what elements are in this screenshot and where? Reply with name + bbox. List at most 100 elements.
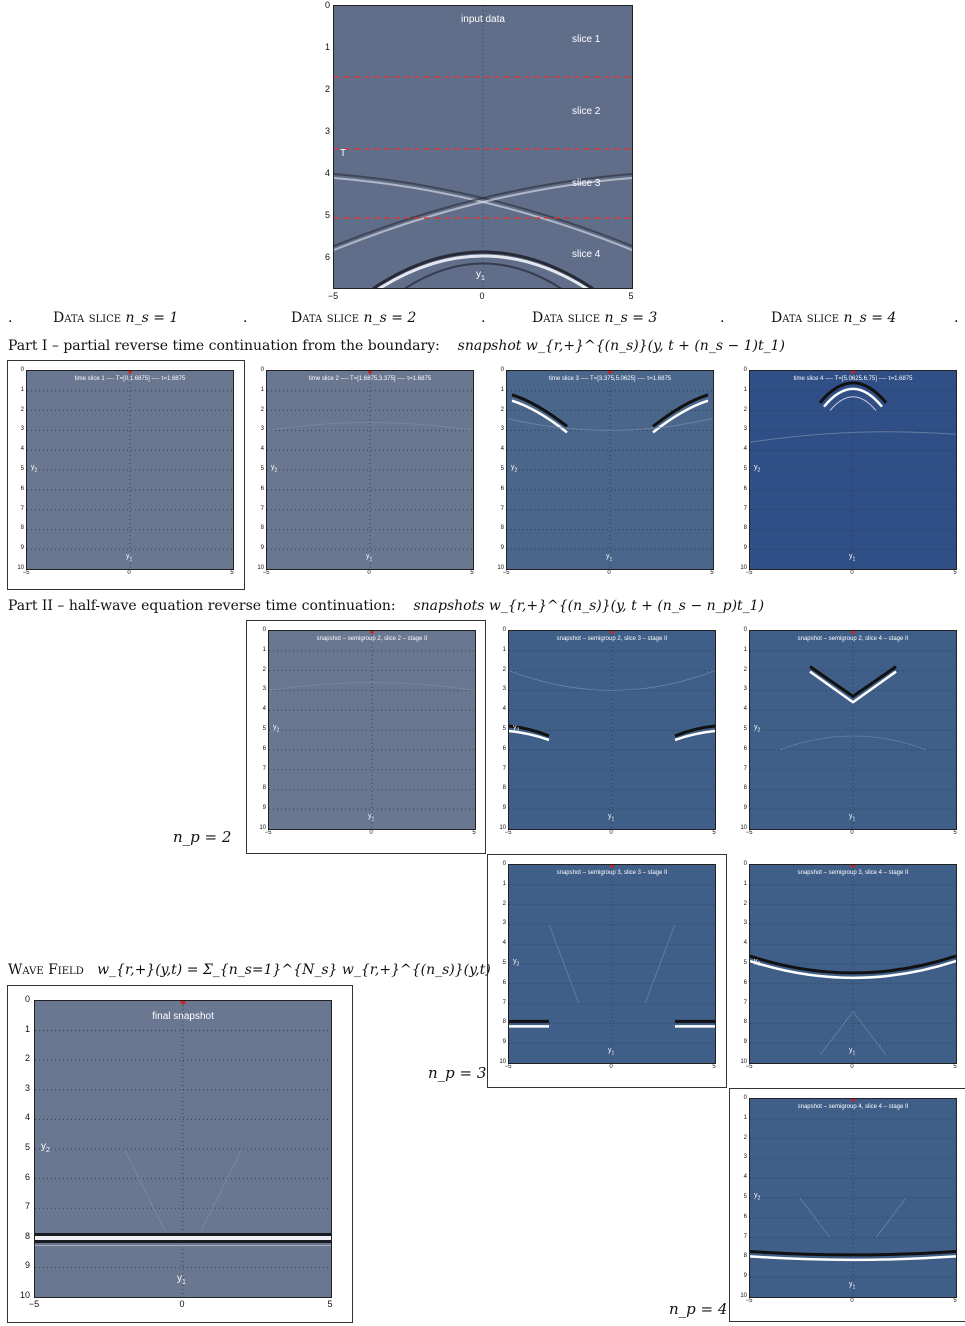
input-xtick: 0 — [479, 291, 485, 301]
final-snapshot-plot: final snapshot y2 y1 — [34, 1000, 332, 1298]
snapshot-xtick: 5 — [230, 570, 234, 576]
final-ytick: 9 — [24, 1260, 30, 1271]
snapshot-ytick: 9 — [20, 545, 24, 552]
snapshot-xtick: −5 — [745, 830, 753, 836]
snapshot-ytick: 8 — [743, 525, 747, 532]
snapshot-ytick: 1 — [20, 386, 24, 393]
dot: . — [481, 310, 486, 326]
slice-3-label: slice 3 — [572, 178, 601, 189]
snapshot-ytick: 0 — [20, 367, 24, 373]
snapshot-plot: time slice 2 ---- T=[1.6875,3.375] ---- … — [266, 370, 474, 570]
snapshot-xtick: 5 — [953, 570, 957, 576]
snapshot-ytick: 0 — [262, 627, 266, 633]
snapshot-xtick: −5 — [504, 830, 512, 836]
snapshot-y1-label: y1 — [608, 1047, 615, 1057]
snapshot-ytick: 3 — [20, 426, 24, 433]
snapshot-ytick: 9 — [260, 545, 264, 552]
final-ytick: 8 — [24, 1230, 30, 1241]
snapshot-panel-np2-slice4: snapshot – semigroup 2, slice 4 – stage … — [733, 627, 965, 844]
snapshot-y2-label: y2 — [273, 724, 280, 734]
snapshot-ytick: 9 — [743, 1273, 747, 1280]
snapshot-xtick: 0 — [850, 1064, 854, 1070]
snapshot-title: snapshot – semigroup 2, slice 3 – stage … — [556, 636, 668, 642]
final-title: final snapshot — [152, 1011, 214, 1022]
snapshot-plot: time slice 4 ---- T=[5.0625,6.75] ---- τ… — [749, 370, 957, 570]
snapshot-ytick: 5 — [260, 466, 264, 472]
snapshot-panel-np3-slice4: snapshot – semigroup 3, slice 4 – stage … — [733, 861, 965, 1078]
snapshot-xtick: 0 — [367, 570, 371, 576]
snapshot-xtick: −5 — [264, 830, 272, 836]
snapshot-xtick: −5 — [745, 1064, 753, 1070]
snapshot-ytick: 7 — [743, 1233, 747, 1240]
snapshot-ytick: 3 — [260, 426, 264, 433]
snapshot-ytick: 2 — [262, 666, 266, 673]
snapshot-ytick: 4 — [743, 446, 747, 453]
snapshot-xtick: 0 — [609, 1064, 613, 1070]
snapshot-ytick: 2 — [20, 406, 24, 413]
snapshot-xtick: −5 — [745, 570, 753, 576]
snapshot-y1-label: y1 — [849, 1281, 856, 1291]
snapshot-ytick: 9 — [502, 1039, 506, 1046]
snapshot-ytick: 3 — [743, 920, 747, 927]
snapshot-title: time slice 2 ---- T=[1.6875,3.375] ---- … — [308, 376, 432, 382]
snapshot-ytick: 6 — [743, 979, 747, 986]
snapshot-ytick: 8 — [502, 1019, 506, 1026]
snapshot-ytick: 3 — [502, 920, 506, 927]
snapshot-ytick: 5 — [743, 1194, 747, 1200]
snapshot-ytick: 10 — [497, 565, 504, 571]
snapshot-ytick: 5 — [743, 960, 747, 966]
snapshot-ytick: 4 — [743, 1174, 747, 1181]
final-xtick: 5 — [327, 1299, 333, 1309]
snapshot-xtick: −5 — [504, 1064, 512, 1070]
snapshot-ytick: 6 — [743, 485, 747, 492]
snapshot-ytick: 10 — [499, 825, 506, 831]
snapshot-ytick: 1 — [262, 646, 266, 653]
snapshot-ytick: 3 — [743, 1154, 747, 1161]
snapshot-ytick: 2 — [743, 406, 747, 413]
snapshot-ytick: 5 — [20, 466, 24, 472]
snapshot-ytick: 1 — [743, 646, 747, 653]
snapshot-y1-label: y1 — [368, 813, 375, 823]
snapshot-ytick: 7 — [500, 505, 504, 512]
snapshot-ytick: 10 — [740, 565, 747, 571]
slice-4-label: slice 4 — [572, 249, 601, 260]
snapshot-y1-label: y1 — [849, 1047, 856, 1057]
final-ytick: 10 — [19, 1290, 30, 1300]
frame-np2 — [246, 620, 486, 854]
snapshot-ytick: 2 — [743, 1134, 747, 1141]
snapshot-xtick: −5 — [745, 1298, 753, 1304]
snapshot-ytick: 4 — [743, 940, 747, 947]
snapshot-ytick: 7 — [743, 999, 747, 1006]
snapshot-y1-label: y1 — [366, 553, 373, 563]
np-3-label: n_p = 3 — [428, 1064, 487, 1082]
snapshot-title: time slice 3 ---- T=[3.375,5.0625] ---- … — [548, 376, 672, 382]
snapshot-ytick: 1 — [260, 386, 264, 393]
snapshot-ytick: 5 — [502, 726, 506, 732]
snapshot-ytick: 5 — [743, 466, 747, 472]
snapshot-ytick: 8 — [260, 525, 264, 532]
snapshot-ytick: 9 — [743, 545, 747, 552]
data-slice-1-label: Data slice n_s = 1 — [53, 310, 179, 326]
snapshot-ytick: 1 — [500, 386, 504, 393]
snapshot-y1-label: y1 — [849, 553, 856, 563]
snapshot-y1-label: y1 — [606, 553, 613, 563]
snapshot-xtick: 0 — [850, 830, 854, 836]
snapshot-ytick: 10 — [259, 825, 266, 831]
snapshot-ytick: 7 — [743, 765, 747, 772]
input-ytick: 1 — [324, 42, 330, 52]
part2-heading: Part II – half-wave equation reverse tim… — [8, 598, 765, 614]
snapshot-ytick: 0 — [743, 1095, 747, 1101]
snapshot-plot: time slice 3 ---- T=[3.375,5.0625] ---- … — [506, 370, 714, 570]
snapshot-panel-part1-slice3: time slice 3 ---- T=[3.375,5.0625] ---- … — [490, 367, 726, 584]
snapshot-ytick: 8 — [502, 785, 506, 792]
marker-T: T — [340, 148, 347, 159]
wavefield-heading: Wave Field w_{r,+}(y,t) = Σ_{n_s=1}^{N_s… — [8, 962, 491, 978]
snapshot-ytick: 6 — [262, 745, 266, 752]
final-ytick: 6 — [24, 1171, 30, 1182]
snapshot-panel-np2-slice3: snapshot – semigroup 2, slice 3 – stage … — [492, 627, 728, 844]
snapshot-ytick: 2 — [260, 406, 264, 413]
snapshot-ytick: 3 — [500, 426, 504, 433]
snapshot-panel-np2-slice2: snapshot – semigroup 2, slice 2 – stage … — [252, 627, 488, 844]
input-ytick: 0 — [324, 0, 330, 10]
input-ytick: 4 — [324, 168, 330, 178]
